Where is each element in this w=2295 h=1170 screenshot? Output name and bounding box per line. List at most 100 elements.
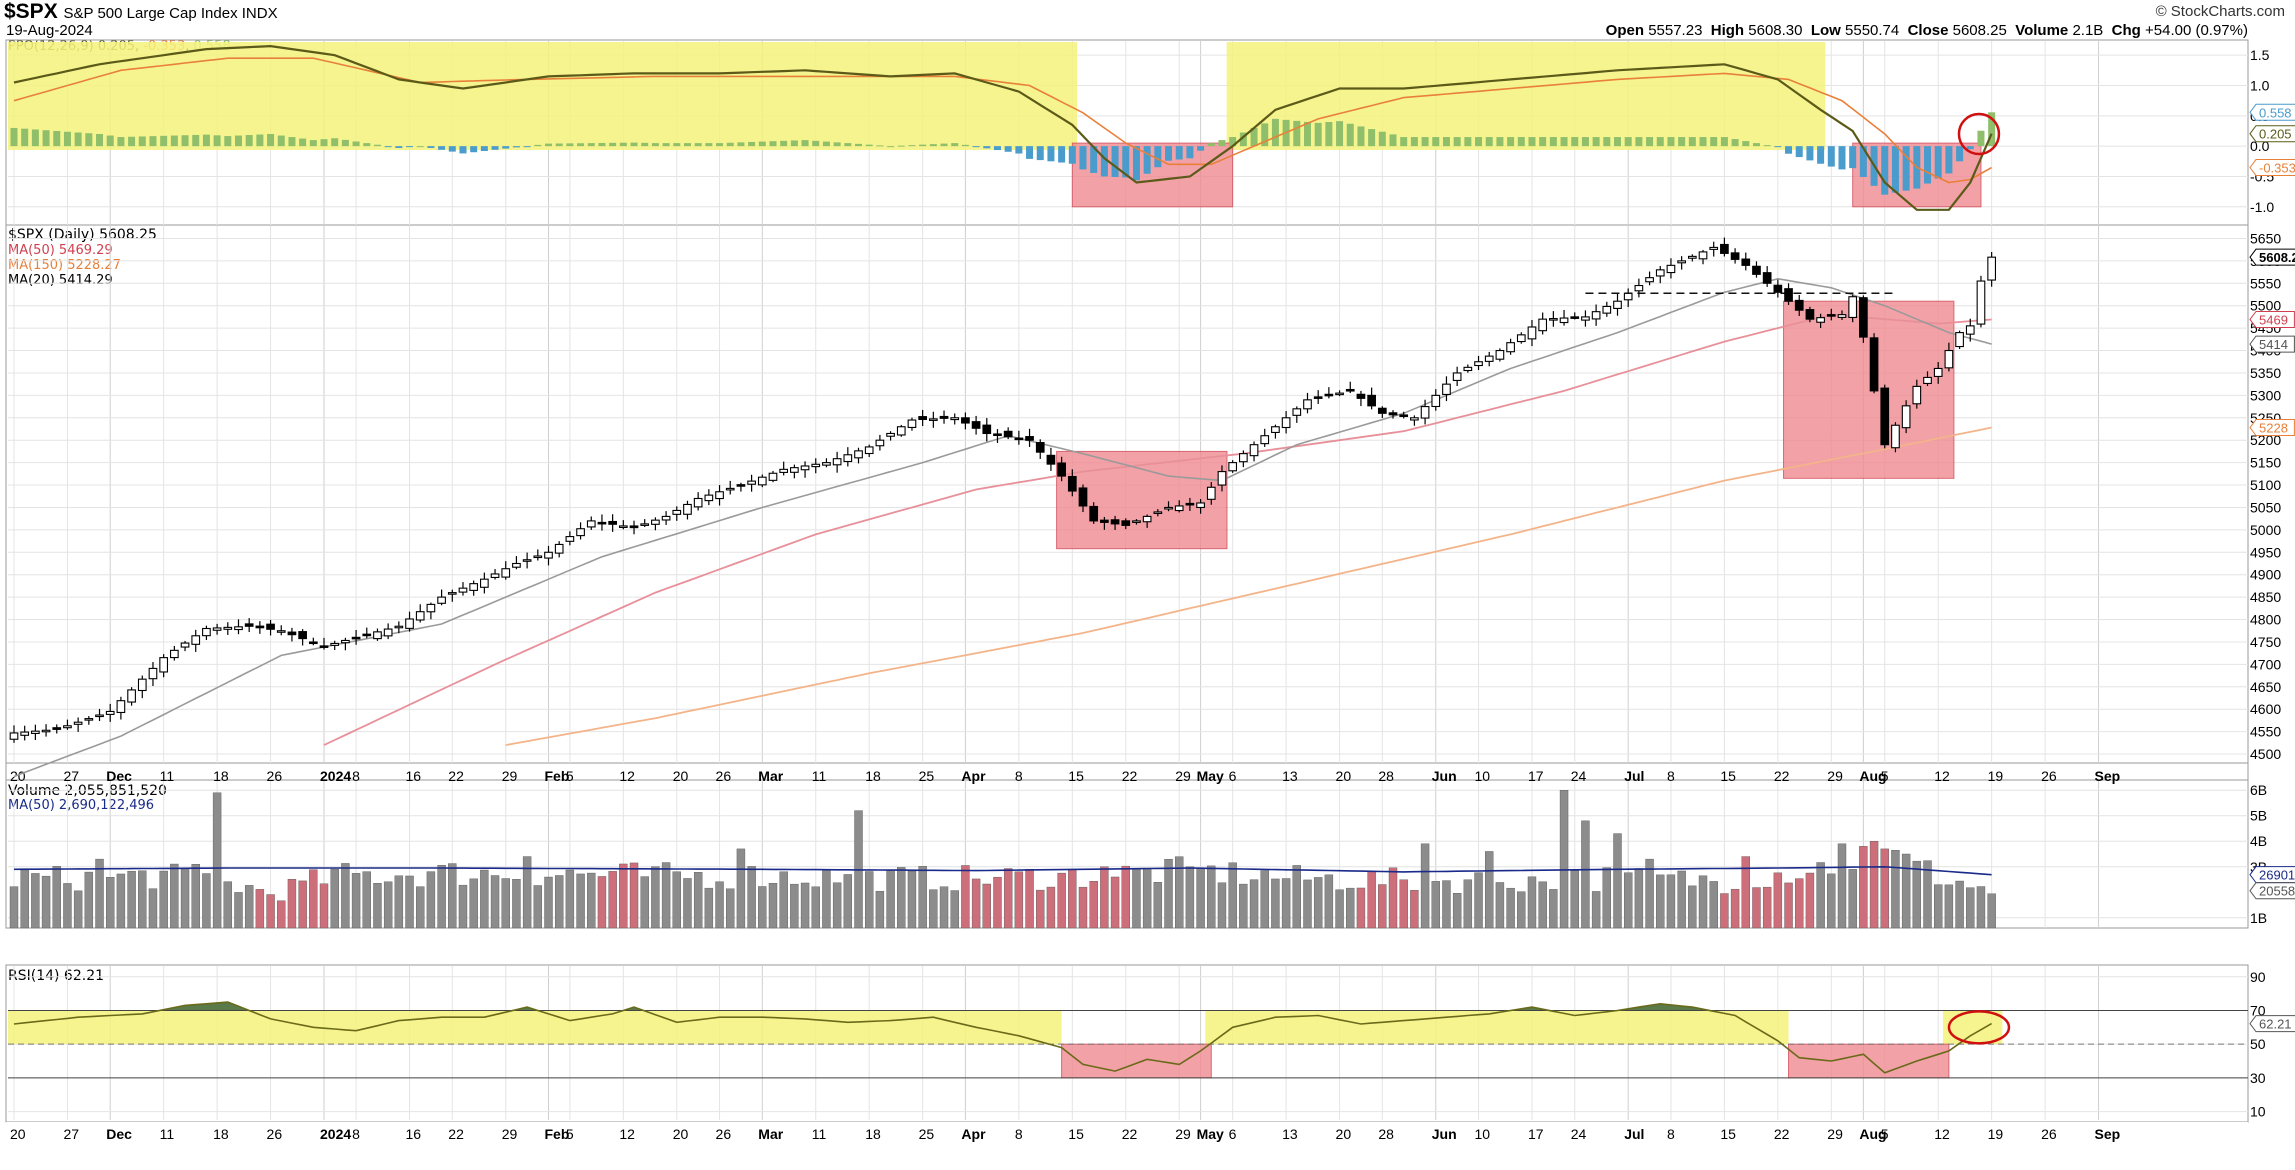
ppo-histogram-bar (491, 146, 499, 150)
candle (180, 642, 190, 648)
candle (1345, 388, 1355, 392)
candle (255, 625, 265, 629)
candle (116, 700, 126, 714)
ppo-histogram-bar (53, 130, 61, 147)
volume-bar (1730, 888, 1740, 929)
ppo-histogram-bar (1079, 146, 1087, 170)
volume-bar (416, 886, 425, 929)
x-axis-tick: Apr (961, 768, 986, 784)
candle (939, 415, 949, 419)
x-axis-tick-bottom: 26 (267, 1126, 283, 1142)
volume-bar (223, 881, 233, 929)
x-axis-tick-bottom: 29 (1827, 1126, 1843, 1142)
ppo-histogram-bar (609, 142, 617, 147)
candle (1891, 424, 1900, 449)
volume-bar (597, 876, 607, 929)
volume-bar (170, 863, 179, 929)
ppo-histogram-bar (1678, 137, 1686, 147)
x-axis-tick: 8 (352, 768, 360, 784)
volume-bar (640, 876, 649, 929)
x-axis-tick-bottom: 11 (160, 1126, 175, 1142)
x-axis-tick-bottom: 22 (1122, 1126, 1138, 1142)
volume-bar (1891, 850, 1900, 929)
ppo-histogram-bar (1464, 137, 1472, 147)
volume-bar (1399, 879, 1408, 929)
ppo-value-tag-box (2249, 159, 2295, 177)
candle (1228, 462, 1238, 472)
ppo-histogram-bar (919, 144, 927, 147)
price-value-tag-box (2249, 335, 2295, 353)
ppo-histogram-bar (801, 140, 809, 147)
volume-bar (1356, 887, 1366, 929)
ppo-histogram-bar (416, 146, 424, 148)
candle (822, 462, 831, 466)
x-axis-tick-bottom: Sep (2095, 1126, 2121, 1142)
candle (779, 468, 789, 473)
candle (533, 555, 543, 559)
x-axis-tick: May (1197, 768, 1224, 784)
volume-bar (180, 867, 190, 929)
volume-legend-ma: MA(50) 2,690,122,496 (8, 798, 155, 813)
candle (1559, 317, 1569, 324)
volume-bar (351, 873, 361, 929)
volume-bar (683, 878, 692, 929)
candle (693, 497, 703, 508)
ppo-highlight-circle (1957, 112, 2001, 156)
volume-bar (1966, 887, 1975, 929)
ppo-histogram-bar (790, 140, 798, 147)
volume-bar (1292, 865, 1302, 929)
ppo-value-tag-box (2249, 103, 2295, 121)
credit-text[interactable]: © StockCharts.com (2155, 3, 2285, 20)
x-axis-tick-bottom: 2024 (320, 1126, 351, 1142)
volume-value-tag-box (2249, 866, 2295, 884)
candle (298, 631, 307, 640)
volume-bar (1378, 884, 1387, 929)
ppo-histogram-bar (1485, 137, 1493, 147)
candle (1335, 392, 1344, 396)
candle (1570, 316, 1580, 319)
ppo-histogram-bar (993, 146, 1001, 151)
ppo-axis-tick: 1.5 (2250, 47, 2270, 63)
volume-bar (1613, 833, 1622, 929)
price-axis-tick: 4750 (2250, 634, 2281, 650)
volume-bar (1046, 886, 1056, 929)
rsi-axis-tick: 90 (2250, 969, 2266, 985)
x-axis-tick-bottom: 26 (2041, 1126, 2057, 1142)
ppo-histogram-bar (598, 142, 606, 147)
candle (1153, 511, 1163, 514)
x-axis-tick: 18 (213, 768, 229, 784)
candle (875, 439, 885, 447)
volume-bar (929, 889, 938, 929)
x-axis-tick-bottom: 15 (1720, 1126, 1736, 1142)
ppo-histogram-bar (256, 134, 264, 147)
candle (512, 562, 521, 568)
volume-bar (918, 866, 927, 929)
volume-bar (341, 863, 350, 929)
candle (993, 433, 1002, 437)
volume-bar (287, 878, 297, 929)
x-axis-tick-bottom: Feb (545, 1126, 570, 1142)
ppo-histogram-bar (651, 143, 659, 147)
x-axis-tick: 5 (1881, 768, 1889, 784)
ppo-histogram-bar (908, 145, 916, 147)
ppo-histogram-bar (138, 136, 146, 147)
volume-axis-tick: 6B (2250, 782, 2267, 798)
candle (244, 623, 254, 627)
candle (1698, 251, 1708, 260)
ppo-histogram-bar (267, 134, 275, 147)
rsi-highlight-circle (1947, 1010, 2011, 1045)
candle (426, 603, 436, 613)
candle (618, 525, 628, 528)
volume-bar (1944, 884, 1954, 929)
rsi-value-tag: 62.21 (2259, 1017, 2292, 1032)
ppo-histogram-bar (1004, 146, 1012, 152)
candle (1880, 387, 1890, 446)
candle (1303, 399, 1312, 410)
ppo-yellow-zone (8, 42, 1077, 150)
volume-bar (693, 872, 703, 929)
volume-bar (843, 874, 853, 929)
ppo-histogram-bar (277, 135, 285, 147)
ppo-histogram-bar (1966, 146, 1974, 150)
x-axis-tick: Dec (106, 768, 132, 784)
